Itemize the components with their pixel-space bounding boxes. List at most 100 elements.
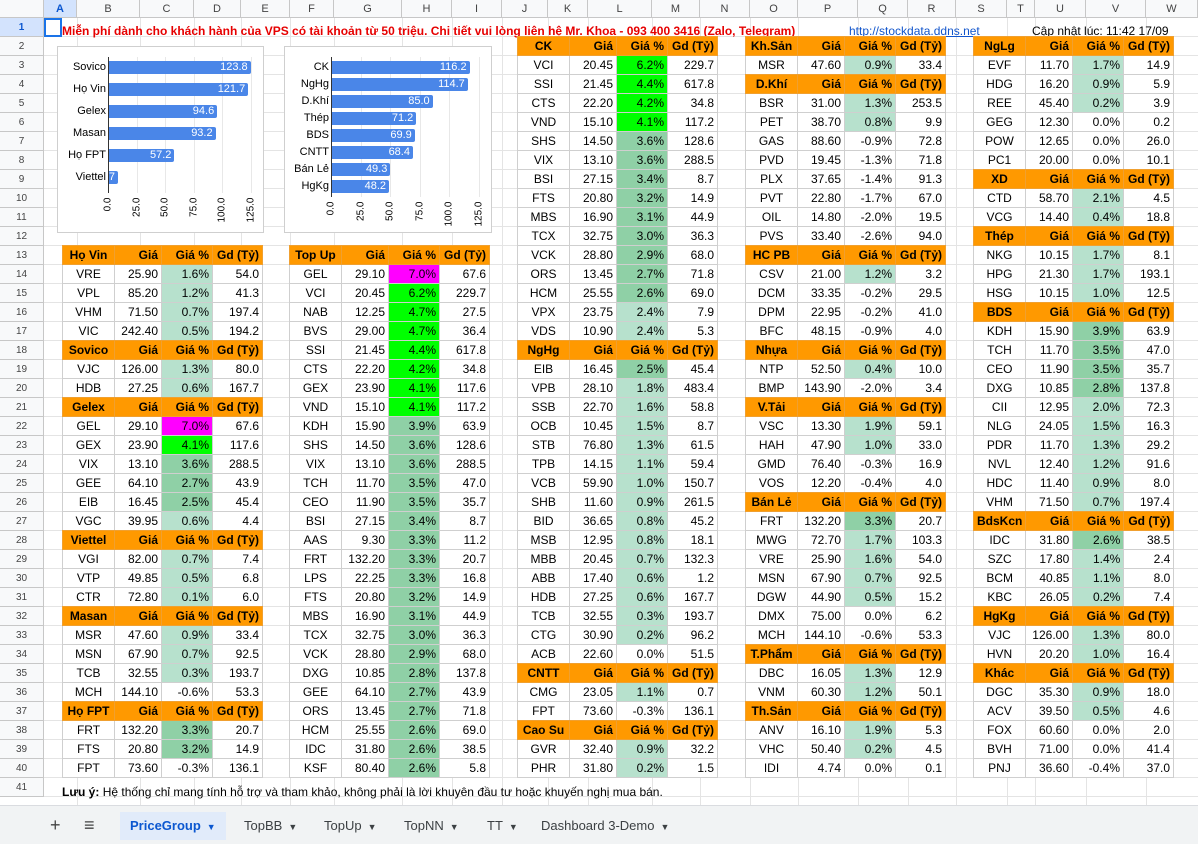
ticker-cell[interactable]: VTP [62, 568, 115, 588]
volume-cell[interactable]: 288.5 [439, 454, 490, 474]
change-pct-cell[interactable]: 3.4% [388, 511, 440, 531]
change-pct-cell[interactable]: 0.8% [844, 112, 896, 132]
price-cell[interactable]: 47.90 [797, 435, 845, 455]
volume-cell[interactable]: 67.0 [895, 188, 946, 208]
ticker-cell[interactable]: HCM [517, 283, 570, 303]
ticker-cell[interactable]: CII [973, 397, 1026, 417]
ticker-cell[interactable]: GEX [62, 435, 115, 455]
header-vol[interactable]: Gd (Tỷ) [895, 701, 946, 721]
change-pct-cell[interactable]: 1.7% [1072, 264, 1124, 284]
volume-cell[interactable]: 47.0 [439, 473, 490, 493]
price-cell[interactable]: 85.20 [114, 283, 162, 303]
column-header-J[interactable]: J [502, 0, 548, 18]
change-pct-cell[interactable]: 0.0% [844, 758, 896, 778]
price-cell[interactable]: 30.90 [569, 625, 617, 645]
ticker-cell[interactable]: FPT [517, 701, 570, 721]
price-cell[interactable]: 37.65 [797, 169, 845, 189]
price-cell[interactable]: 44.90 [797, 587, 845, 607]
volume-cell[interactable]: 91.6 [1123, 454, 1174, 474]
volume-cell[interactable]: 0.1 [895, 758, 946, 778]
price-cell[interactable]: 76.40 [797, 454, 845, 474]
change-pct-cell[interactable]: 2.7% [388, 701, 440, 721]
volume-cell[interactable]: 38.5 [439, 739, 490, 759]
price-cell[interactable]: 50.40 [797, 739, 845, 759]
volume-cell[interactable]: 193.7 [667, 606, 718, 626]
change-pct-cell[interactable]: -0.3% [844, 454, 896, 474]
group-title[interactable]: Th.Sản [745, 701, 798, 721]
group-title[interactable]: BDS [973, 302, 1026, 322]
change-pct-cell[interactable]: 1.0% [1072, 644, 1124, 664]
change-pct-cell[interactable]: 2.6% [616, 283, 668, 303]
header-pct[interactable]: Giá % [388, 245, 440, 265]
change-pct-cell[interactable]: -1.4% [844, 169, 896, 189]
price-cell[interactable]: 15.90 [341, 416, 389, 436]
ticker-cell[interactable]: MSB [517, 530, 570, 550]
price-cell[interactable]: 20.00 [1025, 150, 1073, 170]
change-pct-cell[interactable]: 2.9% [616, 245, 668, 265]
volume-cell[interactable]: 10.0 [895, 359, 946, 379]
header-vol[interactable]: Gd (Tỷ) [212, 245, 263, 265]
header-pct[interactable]: Giá % [616, 663, 668, 683]
volume-cell[interactable]: 8.7 [439, 511, 490, 531]
price-cell[interactable]: 49.85 [114, 568, 162, 588]
row-header-34[interactable]: 34 [0, 645, 44, 664]
change-pct-cell[interactable]: 0.7% [161, 644, 213, 664]
column-header-D[interactable]: D [194, 0, 241, 18]
header-vol[interactable]: Gd (Tỷ) [439, 245, 490, 265]
ticker-cell[interactable]: KDH [973, 321, 1026, 341]
volume-cell[interactable]: 59.1 [895, 416, 946, 436]
change-pct-cell[interactable]: 4.1% [616, 112, 668, 132]
volume-cell[interactable]: 44.9 [667, 207, 718, 227]
ticker-cell[interactable]: VNM [745, 682, 798, 702]
change-pct-cell[interactable]: 3.3% [388, 549, 440, 569]
row-header-38[interactable]: 38 [0, 721, 44, 740]
change-pct-cell[interactable]: -0.9% [844, 321, 896, 341]
ticker-cell[interactable]: BVS [289, 321, 342, 341]
price-cell[interactable]: 35.30 [1025, 682, 1073, 702]
price-cell[interactable]: 27.15 [569, 169, 617, 189]
volume-cell[interactable]: 128.6 [667, 131, 718, 151]
price-cell[interactable]: 15.10 [341, 397, 389, 417]
change-pct-cell[interactable]: 0.7% [844, 568, 896, 588]
change-pct-cell[interactable]: 0.6% [161, 511, 213, 531]
price-cell[interactable]: 32.55 [569, 606, 617, 626]
volume-cell[interactable]: 53.3 [212, 682, 263, 702]
price-cell[interactable]: 31.80 [569, 758, 617, 778]
volume-cell[interactable]: 69.0 [667, 283, 718, 303]
price-cell[interactable]: 144.10 [114, 682, 162, 702]
ticker-cell[interactable]: VPB [517, 378, 570, 398]
change-pct-cell[interactable]: 1.6% [161, 264, 213, 284]
change-pct-cell[interactable]: 3.1% [616, 207, 668, 227]
volume-cell[interactable]: 6.0 [212, 587, 263, 607]
volume-cell[interactable]: 12.9 [895, 663, 946, 683]
ticker-cell[interactable]: NKG [973, 245, 1026, 265]
volume-cell[interactable]: 53.3 [895, 625, 946, 645]
change-pct-cell[interactable]: 1.3% [844, 93, 896, 113]
price-cell[interactable]: 10.85 [341, 663, 389, 683]
change-pct-cell[interactable]: 1.0% [616, 473, 668, 493]
volume-cell[interactable]: 103.3 [895, 530, 946, 550]
ticker-cell[interactable]: OCB [517, 416, 570, 436]
change-pct-cell[interactable]: 0.5% [161, 568, 213, 588]
ticker-cell[interactable]: TCB [517, 606, 570, 626]
ticker-cell[interactable]: DGC [973, 682, 1026, 702]
tab-dropdown-icon[interactable]: ▼ [660, 822, 670, 832]
ticker-cell[interactable]: GMD [745, 454, 798, 474]
ticker-cell[interactable]: FTS [62, 739, 115, 759]
price-cell[interactable]: 73.60 [114, 758, 162, 778]
price-cell[interactable]: 20.45 [569, 549, 617, 569]
row-header-36[interactable]: 36 [0, 683, 44, 702]
column-header-B[interactable]: B [77, 0, 140, 18]
volume-cell[interactable]: 94.0 [895, 226, 946, 246]
row-header-19[interactable]: 19 [0, 360, 44, 379]
change-pct-cell[interactable]: 1.7% [1072, 245, 1124, 265]
price-cell[interactable]: 47.60 [114, 625, 162, 645]
volume-cell[interactable]: 61.5 [667, 435, 718, 455]
change-pct-cell[interactable]: 0.6% [616, 587, 668, 607]
change-pct-cell[interactable]: -0.9% [844, 131, 896, 151]
volume-cell[interactable]: 80.0 [212, 359, 263, 379]
chart-bar[interactable]: 93.2 [109, 127, 216, 140]
change-pct-cell[interactable]: 1.2% [161, 283, 213, 303]
price-cell[interactable]: 11.40 [1025, 473, 1073, 493]
sector-volume-chart[interactable]: 0.0 25.0 50.0 75.0 100.0 125.0 CK 116.2 NgHg 114.… [284, 46, 492, 233]
